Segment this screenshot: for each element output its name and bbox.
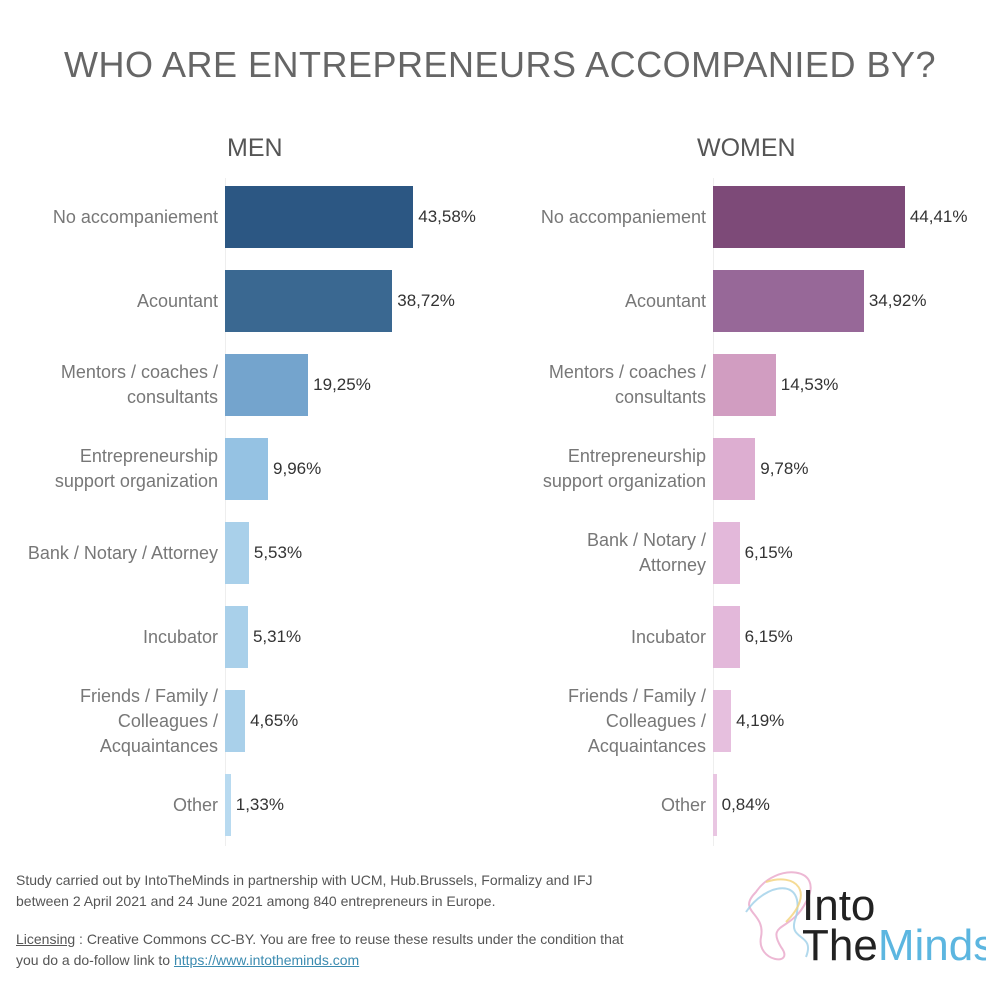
women-category-label: Friends / Family / Colleagues / Acquaint… [567,685,706,756]
women-axis-line [713,178,714,846]
men-value-label: 4,65% [250,711,299,730]
women-category-label: Incubator [630,626,706,647]
men-value-label: 38,72% [397,291,455,310]
website-link[interactable]: https://www.intotheminds.com [173,952,360,968]
men-bar [225,606,248,668]
men-axis-line [225,178,226,846]
study-line-2: between 2 April 2021 and 24 June 2021 am… [16,893,496,909]
licensing-text: : Creative Commons CC-BY. You are free t… [75,931,624,947]
women-category-label: Bank / Notary / Attorney [586,530,706,575]
licensing-text-2: you do a do-follow link to [16,952,174,968]
study-line-1: Study carried out by IntoTheMinds in par… [16,872,593,888]
logo-text-into: Into [802,881,875,930]
women-value-label: 4,19% [736,711,785,730]
men-value-label: 5,31% [252,627,302,646]
footer-notes: Study carried out by IntoTheMinds in par… [16,870,716,988]
men-bar [225,438,269,500]
women-bar [713,606,740,668]
svg-text:TheMinds: TheMinds [802,921,986,970]
men-category-label: Incubator [142,626,218,647]
men-value-label: 43,58% [418,207,476,226]
women-bar [713,690,732,752]
logo-text-the: The [802,921,878,970]
men-bar [225,354,309,416]
men-panel-title: MEN [227,134,283,162]
women-category-label: No accompaniement [540,206,706,227]
men-value-label: 9,96% [273,459,322,478]
women-value-label: 0,84% [721,795,770,814]
men-value-label: 19,25% [313,375,371,394]
men-value-label: 1,33% [235,795,284,814]
men-category-label: Acountant [136,290,218,311]
women-bar [713,438,756,500]
men-category-label: Mentors / coaches / consultants [60,362,218,407]
women-bar [713,774,717,836]
logo-text-minds: Minds [878,921,986,970]
men-bar [225,522,249,584]
men-category-label: Other [172,794,218,815]
women-bar [713,186,905,248]
men-bar [225,186,414,248]
men-category-label: Friends / Family / Colleagues / Acquaint… [79,685,218,756]
men-bar [225,774,231,836]
women-category-label: Other [660,794,706,815]
licensing-label: Licensing [16,931,76,947]
women-value-label: 9,78% [760,459,809,478]
men-bar [225,690,246,752]
women-bar [713,354,776,416]
chart-title: WHO ARE ENTREPRENEURS ACCOMPANIED BY? [64,44,936,85]
women-value-label: 6,15% [744,627,793,646]
men-category-label: No accompaniement [52,206,218,227]
men-value-label: 5,53% [253,543,303,562]
women-bar [713,522,740,584]
women-value-label: 14,53% [780,375,839,394]
women-value-label: 34,92% [868,291,927,310]
women-value-label: 44,41% [909,207,968,226]
women-category-label: Acountant [624,290,706,311]
women-value-label: 6,15% [744,543,793,562]
men-category-label: Bank / Notary / Attorney [27,542,218,563]
women-category-label: Entrepreneurship support organization [542,446,706,491]
men-category-label: Entrepreneurship support organization [54,446,218,491]
men-bar [225,270,393,332]
women-bar [713,270,864,332]
women-category-label: Mentors / coaches / consultants [548,362,706,407]
women-panel-title: WOMEN [697,134,796,162]
intotheminds-logo: Into TheMinds [745,871,986,970]
